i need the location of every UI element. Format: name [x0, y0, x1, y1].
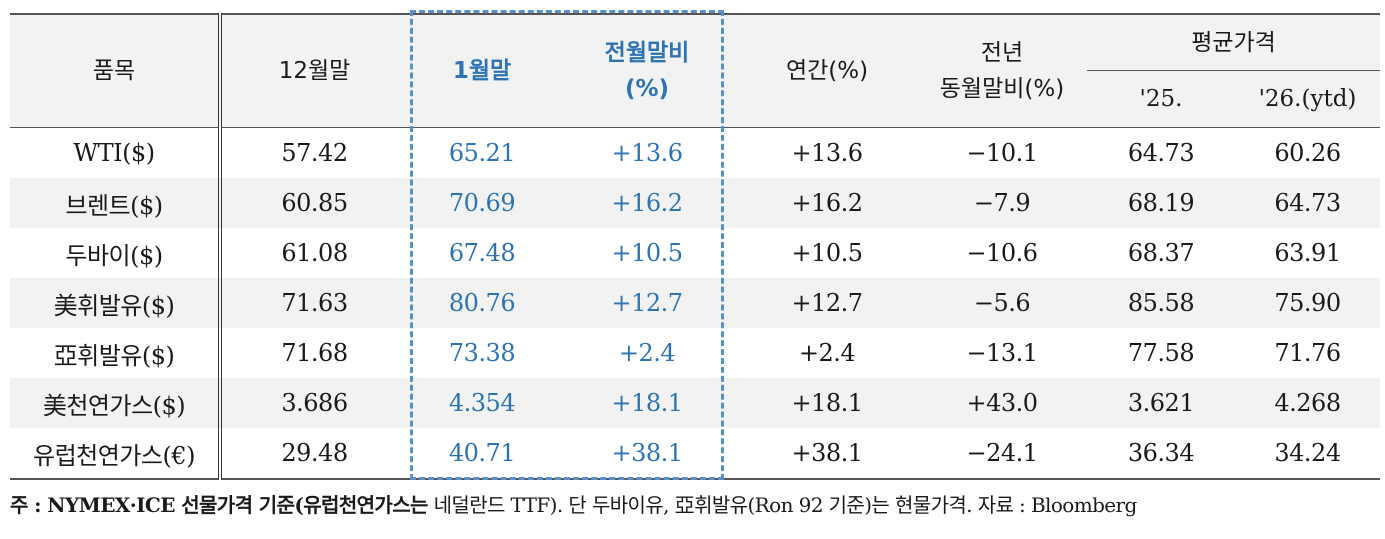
- table-row: 亞휘발유($) 71.68 73.38 +2.4 +2.4 −13.1 77.5…: [10, 328, 1380, 378]
- header-avg-26: '26.(ytd): [1235, 70, 1381, 128]
- cell-yoy: −13.1: [966, 339, 1038, 367]
- cell-avg25: 3.621: [1087, 378, 1235, 428]
- cell-avg26: 75.90: [1235, 278, 1381, 328]
- footnote-prefix: 주 : NYMEX·ICE 선물가격 기준(유럽천연가스는: [10, 493, 428, 517]
- cell-yoy: −10.6: [966, 239, 1038, 267]
- header-mom-line2: (%): [624, 76, 670, 102]
- table-row: 美휘발유($) 71.63 80.76 +12.7 +12.7 −5.6 85.…: [10, 278, 1381, 328]
- cell-avg26: 4.268: [1235, 378, 1381, 428]
- cell-avg25: 68.37: [1127, 239, 1195, 267]
- cell-mom: +10.5: [611, 239, 683, 267]
- cell-annual: +12.7: [737, 278, 917, 328]
- cell-dec: 71.68: [281, 339, 348, 367]
- cell-item: 브렌트($): [10, 178, 222, 228]
- cell-annual: +2.4: [798, 339, 856, 367]
- cell-avg25: 36.34: [1087, 428, 1235, 480]
- cell-item: 美천연가스($): [10, 378, 222, 428]
- table-row: 브렌트($) 60.85 70.69 +16.2 +16.2 −7.9 68.1…: [10, 178, 1381, 228]
- cell-dec: 61.08: [281, 239, 348, 267]
- cell-jan: 4.354: [407, 378, 557, 428]
- oil-price-table: 품목 12월말 1월말 전월말비 (%) 연간(%) 전년 동월말비(%) 평균…: [10, 13, 1381, 480]
- cell-avg26: 71.76: [1274, 339, 1341, 367]
- header-yoy-line2: 동월말비(%): [939, 76, 1065, 102]
- cell-dec: 29.48: [220, 428, 407, 480]
- cell-yoy: −24.1: [917, 428, 1087, 480]
- cell-jan: 73.38: [448, 339, 516, 367]
- cell-jan: 80.76: [407, 278, 557, 328]
- cell-item: 亞휘발유($): [10, 328, 222, 378]
- cell-item: 유럽천연가스(€): [10, 428, 222, 480]
- cell-avg25: 85.58: [1087, 278, 1235, 328]
- cell-yoy: −10.1: [966, 139, 1038, 167]
- cell-avg26: 34.24: [1235, 428, 1381, 480]
- cell-jan: 70.69: [407, 178, 557, 228]
- table-row: WTI($) 57.42 65.21 +13.6 +13.6 −10.1 64.…: [10, 127, 1380, 178]
- cell-avg25: 77.58: [1127, 339, 1195, 367]
- header-yoy: 전년 동월말비(%): [917, 14, 1087, 128]
- header-mom: 전월말비 (%): [557, 14, 737, 128]
- header-mom-line1: 전월말비: [604, 40, 690, 66]
- table-body: WTI($) 57.42 65.21 +13.6 +13.6 −10.1 64.…: [10, 127, 1381, 480]
- cell-mom: +2.4: [618, 339, 676, 367]
- cell-item: 두바이($): [10, 228, 222, 278]
- header-yoy-line1: 전년: [980, 40, 1024, 66]
- cell-avg25: 64.73: [1127, 139, 1195, 167]
- footnote-rest: 네덜란드 TTF). 단 두바이유, 亞휘발유(Ron 92 기준)는 현물가격…: [427, 493, 1138, 517]
- cell-mom: +38.1: [557, 428, 737, 480]
- cell-mom: +13.6: [611, 139, 683, 167]
- cell-yoy: +43.0: [917, 378, 1087, 428]
- cell-annual: +16.2: [737, 178, 917, 228]
- table-row: 두바이($) 61.08 67.48 +10.5 +10.5 −10.6 68.…: [10, 228, 1380, 278]
- cell-dec: 57.42: [281, 139, 348, 167]
- cell-avg25: 68.19: [1087, 178, 1235, 228]
- cell-yoy: −5.6: [917, 278, 1087, 328]
- cell-dec: 60.85: [220, 178, 407, 228]
- cell-annual: +38.1: [737, 428, 917, 480]
- header-annual: 연간(%): [737, 14, 917, 128]
- cell-annual: +13.6: [791, 139, 863, 167]
- header-item: 품목: [10, 14, 222, 128]
- footnote: 주 : NYMEX·ICE 선물가격 기준(유럽천연가스는 네덜란드 TTF).…: [10, 489, 1380, 518]
- table-row: 유럽천연가스(€) 29.48 40.71 +38.1 +38.1 −24.1 …: [10, 428, 1381, 480]
- table-header: 품목 12월말 1월말 전월말비 (%) 연간(%) 전년 동월말비(%) 평균…: [10, 14, 1381, 128]
- table-row: 美천연가스($) 3.686 4.354 +18.1 +18.1 +43.0 3…: [10, 378, 1381, 428]
- cell-item: 美휘발유($): [10, 278, 222, 328]
- cell-annual: +18.1: [737, 378, 917, 428]
- cell-annual: +10.5: [791, 239, 863, 267]
- cell-mom: +16.2: [557, 178, 737, 228]
- header-avg-25: '25.: [1087, 70, 1235, 128]
- cell-mom: +12.7: [557, 278, 737, 328]
- cell-jan: 40.71: [407, 428, 557, 480]
- cell-avg26: 63.91: [1274, 239, 1341, 267]
- header-jan-end: 1월말: [407, 14, 557, 128]
- cell-dec: 3.686: [220, 378, 407, 428]
- cell-item: WTI($): [10, 127, 222, 178]
- header-dec-end: 12월말: [220, 14, 407, 128]
- header-avg-price: 평균가격: [1087, 14, 1381, 71]
- cell-mom: +18.1: [557, 378, 737, 428]
- cell-jan: 67.48: [448, 239, 516, 267]
- cell-avg26: 60.26: [1274, 139, 1341, 167]
- cell-jan: 65.21: [448, 139, 516, 167]
- cell-avg26: 64.73: [1235, 178, 1381, 228]
- cell-yoy: −7.9: [917, 178, 1087, 228]
- cell-dec: 71.63: [220, 278, 407, 328]
